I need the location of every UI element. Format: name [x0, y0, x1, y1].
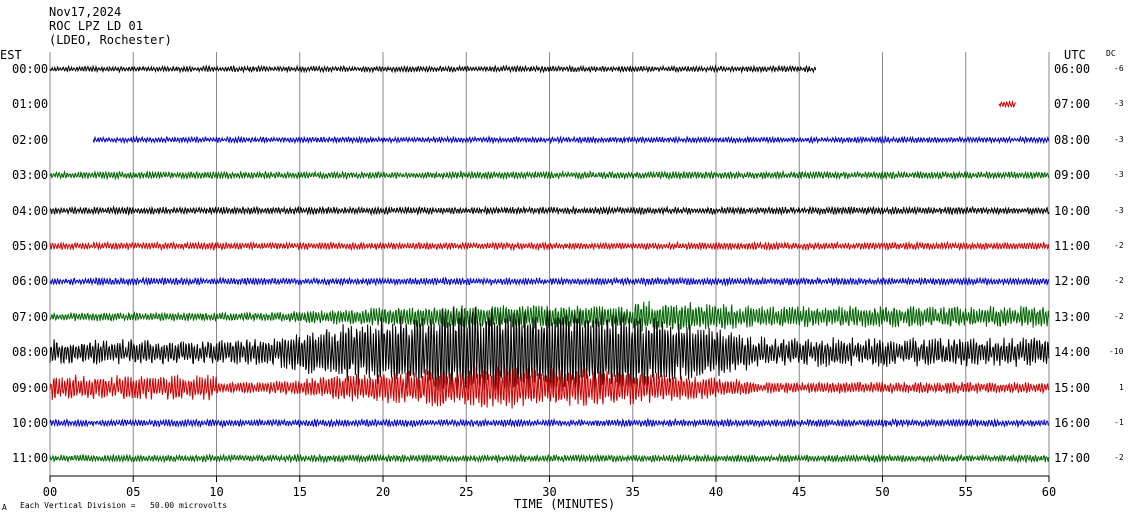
x-tick-label: 55: [959, 485, 973, 499]
est-time-label: 08:00: [12, 345, 49, 360]
x-tick-label: 05: [126, 485, 140, 499]
dc-header-label: DC: [1106, 49, 1116, 58]
trace-row-0800: [49, 307, 1050, 396]
trace-row-1100: [49, 452, 1050, 464]
trace-row-0400: [49, 205, 1050, 217]
logo-mark: A: [2, 503, 7, 512]
est-time-label: 03:00: [12, 168, 49, 183]
x-tick-label: 00: [43, 485, 57, 499]
header-network: (LDEO, Rochester): [49, 33, 172, 47]
x-axis-label: TIME (MINUTES): [514, 497, 616, 511]
est-time-label: 11:00: [12, 451, 49, 466]
est-time-label: 04:00: [12, 203, 49, 218]
utc-time-label: 06:00: [1054, 62, 1091, 76]
grid-lines: [49, 52, 1050, 476]
utc-time-label: 10:00: [1054, 203, 1091, 218]
utc-time-label: 14:00: [1054, 345, 1091, 360]
utc-time-label: 08:00: [1054, 132, 1091, 147]
x-tick-label: 50: [875, 485, 889, 499]
utc-time-label: 09:00: [1054, 168, 1091, 183]
x-tick-label: 60: [1042, 485, 1056, 499]
x-tick-label: 40: [709, 485, 723, 499]
x-tick-label: 45: [792, 485, 806, 499]
est-time-label: 00:00: [12, 62, 49, 76]
right-timezone-label: UTC: [1064, 48, 1086, 62]
utc-time-label: 16:00: [1054, 416, 1091, 430]
trace-row-0500: [49, 240, 1050, 252]
utc-time-label: 17:00: [1054, 451, 1091, 466]
utc-time-label: 15:00: [1054, 380, 1091, 395]
header-date: Nov17,2024: [49, 5, 122, 19]
utc-time-label: 11:00: [1054, 239, 1091, 253]
dc-offset-label: -2: [1114, 311, 1124, 321]
dc-offset-label: 1: [1119, 382, 1124, 392]
dc-offset-label: -1: [1114, 418, 1124, 427]
x-tick-label: 10: [209, 485, 223, 499]
est-time-label: 02:00: [12, 132, 49, 147]
est-time-label: 01:00: [12, 97, 49, 112]
dc-offset-label: -2: [1114, 453, 1124, 463]
est-time-label: 09:00: [12, 380, 49, 395]
est-time-label: 06:00: [12, 274, 49, 289]
trace-row-0600: [49, 275, 1049, 287]
trace-row-0100: [998, 99, 1016, 109]
est-time-label: 07:00: [12, 309, 49, 324]
x-tick-label: 35: [626, 485, 640, 499]
est-time-label: 10:00: [12, 416, 49, 430]
trace-row-0900: [49, 366, 1050, 409]
est-time-label: 05:00: [12, 239, 49, 253]
dc-offset-label: -6: [1114, 64, 1124, 73]
x-tick-label: 15: [293, 485, 307, 499]
x-axis-ticks: 00 05 10 15 20 25 30 35 40 45 50 55 60: [43, 475, 1056, 499]
trace-row-0200: [92, 134, 1050, 145]
utc-time-label: 13:00: [1054, 309, 1091, 324]
dc-offset-label: -10: [1109, 347, 1124, 357]
dc-offset-label: -3: [1114, 134, 1124, 144]
x-tick-label: 25: [459, 485, 473, 499]
dc-offset-label: -2: [1114, 241, 1124, 250]
dc-offset-label: -3: [1114, 99, 1124, 109]
x-tick-label: 30: [542, 485, 556, 499]
trace-row-0300: [49, 169, 1050, 181]
left-timezone-label: EST: [0, 48, 22, 62]
seismic-traces: [49, 64, 1050, 464]
header-station: ROC LPZ LD 01: [49, 19, 143, 33]
utc-time-label: 07:00: [1054, 97, 1091, 112]
dc-offset-label: -3: [1114, 170, 1124, 180]
trace-row-1000: [49, 417, 1049, 429]
utc-time-label: 12:00: [1054, 274, 1091, 289]
vertical-division-note: Each Vertical Division = 50.00 microvolt…: [20, 501, 228, 510]
x-tick-label: 20: [376, 485, 390, 499]
trace-row-0000: [49, 64, 817, 74]
dc-offset-label: -2: [1114, 276, 1124, 286]
dc-offset-label: -3: [1114, 205, 1124, 215]
